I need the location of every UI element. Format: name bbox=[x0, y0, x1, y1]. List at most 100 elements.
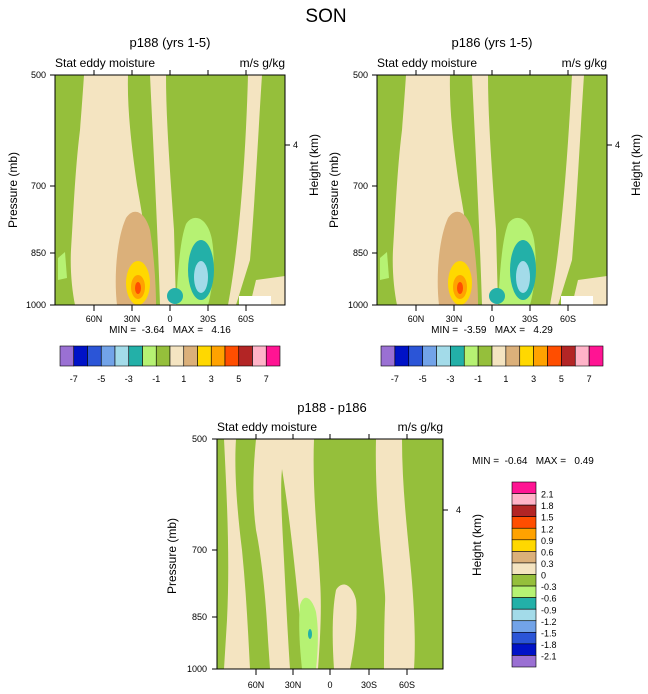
panel-p188: p188 (yrs 1-5) Stat eddy moisture m/s g/… bbox=[6, 35, 321, 384]
p186-rtick-label-4: 4 bbox=[615, 140, 620, 150]
p186-colorbar-swatch bbox=[491, 345, 507, 367]
p186-colorbar-swatch bbox=[450, 345, 465, 367]
p186-colorbar-swatch bbox=[505, 345, 521, 367]
p186-ytick-label-1000: 1000 bbox=[348, 300, 368, 310]
diff-colorbar-swatch bbox=[511, 551, 537, 564]
diff-cb-label-0: 0 bbox=[541, 571, 546, 581]
p186-xtick-label-30N: 30N bbox=[446, 314, 463, 324]
p188-colorbar-swatch bbox=[114, 345, 130, 367]
p186-cb-label-m3: -3 bbox=[446, 374, 454, 384]
diff-colorbar-swatch bbox=[511, 493, 537, 506]
p186-colorbar-swatch bbox=[588, 345, 604, 367]
p188-colorbar-swatch bbox=[265, 345, 281, 367]
diff-cb-label-m0.9: -0.9 bbox=[541, 605, 557, 615]
diff-cb-label-0.6: 0.6 bbox=[541, 547, 554, 557]
p186-region-white bbox=[561, 296, 593, 305]
p188-colorbar-swatch bbox=[142, 345, 157, 367]
p188-xtick-label-30S: 30S bbox=[200, 314, 216, 324]
diff-region-tan-strip bbox=[384, 560, 394, 669]
panel-p186-plot bbox=[376, 74, 608, 306]
p188-cb-label-m1: -1 bbox=[152, 374, 160, 384]
p188-xtick-label-60S: 60S bbox=[238, 314, 254, 324]
p188-region-white bbox=[239, 296, 271, 305]
diff-colorbar-swatch bbox=[511, 574, 537, 587]
p188-region-teal-low bbox=[167, 288, 183, 304]
p186-xtick-label-0: 0 bbox=[489, 314, 494, 324]
diff-ylabel: Pressure (mb) bbox=[165, 518, 179, 594]
diff-ylabel-right: Height (km) bbox=[470, 514, 484, 576]
p188-cb-label-m7: -7 bbox=[70, 374, 78, 384]
p186-cb-label-3: 3 bbox=[531, 374, 536, 384]
p188-region-cyan bbox=[194, 261, 208, 293]
diff-rtick-label-4: 4 bbox=[456, 505, 461, 515]
p188-cb-label-5: 5 bbox=[236, 374, 241, 384]
p188-xticks bbox=[93, 70, 247, 311]
p188-colorbar-swatch bbox=[73, 345, 88, 367]
diff-region-teal bbox=[308, 629, 312, 639]
p186-region-cyan bbox=[516, 261, 530, 293]
panel-diff-units: m/s g/kg bbox=[398, 420, 443, 434]
p186-xtick-label-60S: 60S bbox=[560, 314, 576, 324]
panel-p186-title: p186 (yrs 1-5) bbox=[452, 35, 533, 50]
p186-yticks bbox=[372, 74, 612, 306]
p188-ylabel-right: Height (km) bbox=[307, 134, 321, 196]
p188-colorbar-swatch bbox=[183, 345, 198, 367]
p188-region-red bbox=[135, 282, 141, 294]
p186-cb-label-m5: -5 bbox=[419, 374, 427, 384]
p188-colorbar-swatch bbox=[169, 345, 185, 367]
panel-diff-plot bbox=[216, 438, 444, 670]
p188-ylabel: Pressure (mb) bbox=[6, 152, 20, 228]
p188-colorbar-swatch bbox=[128, 345, 143, 367]
diff-colorbar-swatch bbox=[511, 481, 537, 494]
diff-colorbar-swatch bbox=[511, 643, 537, 656]
p186-colorbar-swatch bbox=[547, 345, 562, 367]
panel-p188-title: p188 (yrs 1-5) bbox=[130, 35, 211, 50]
p188-colorbar-swatch bbox=[238, 345, 253, 367]
diff-ytick-label-500: 500 bbox=[192, 434, 207, 444]
diff-cb-label-m0.6: -0.6 bbox=[541, 594, 557, 604]
p186-region-tan-right bbox=[472, 75, 498, 305]
diff-colorbar-swatch bbox=[511, 562, 537, 575]
diff-colorbar-swatch bbox=[511, 597, 537, 610]
p186-cb-label-m7: -7 bbox=[391, 374, 399, 384]
p186-colorbar-swatch bbox=[394, 345, 410, 367]
diff-xtick-label-60S: 60S bbox=[399, 680, 415, 690]
panel-p188-plot bbox=[54, 74, 286, 306]
p186-colorbar-swatch bbox=[574, 345, 590, 367]
p188-colorbar-swatch bbox=[155, 345, 171, 367]
p186-region-lightgreen-left bbox=[380, 252, 389, 280]
diff-ytick-label-700: 700 bbox=[192, 545, 207, 555]
diff-xtick-label-60N: 60N bbox=[248, 680, 265, 690]
p188-colorbar-swatch bbox=[100, 345, 116, 367]
diff-cb-label-0.3: 0.3 bbox=[541, 559, 554, 569]
panel-p186-subtitle: Stat eddy moisture bbox=[377, 56, 477, 70]
diff-region-green-1 bbox=[217, 439, 229, 669]
diff-xtick-label-30S: 30S bbox=[361, 680, 377, 690]
p188-minmax: MIN = -3.64 MAX = 4.16 bbox=[109, 325, 231, 336]
p188-cb-label-m3: -3 bbox=[125, 374, 133, 384]
p186-region-tan-far bbox=[550, 75, 584, 305]
diff-region-green-4 bbox=[313, 439, 390, 669]
panel-diff-subtitle: Stat eddy moisture bbox=[217, 420, 317, 434]
p188-colorbar bbox=[59, 345, 281, 367]
p186-colorbar-swatch bbox=[408, 345, 423, 367]
p188-colorbar-swatch bbox=[210, 345, 226, 367]
p186-ylabel-right: Height (km) bbox=[629, 134, 643, 196]
p186-xtick-label-30S: 30S bbox=[522, 314, 538, 324]
diff-colorbar-swatch bbox=[511, 620, 537, 633]
panel-diff: p188 - p186 Stat eddy moisture m/s g/kg … bbox=[165, 400, 594, 690]
diff-cb-label-1.2: 1.2 bbox=[541, 524, 554, 534]
p186-ytick-label-700: 700 bbox=[353, 181, 368, 191]
p188-colorbar-swatch bbox=[224, 345, 240, 367]
p186-ylabel: Pressure (mb) bbox=[327, 152, 341, 228]
p188-region-lightgreen-left bbox=[58, 252, 67, 280]
p188-colorbar-swatch bbox=[59, 345, 75, 367]
panel-p188-units: m/s g/kg bbox=[240, 56, 285, 70]
p188-cb-label-7: 7 bbox=[264, 374, 269, 384]
diff-colorbar-swatch bbox=[511, 608, 537, 622]
p186-colorbar-swatch bbox=[422, 345, 437, 367]
p188-cb-label-3: 3 bbox=[209, 374, 214, 384]
diff-colorbar-swatch bbox=[511, 516, 537, 529]
p186-colorbar-swatch bbox=[436, 345, 451, 367]
